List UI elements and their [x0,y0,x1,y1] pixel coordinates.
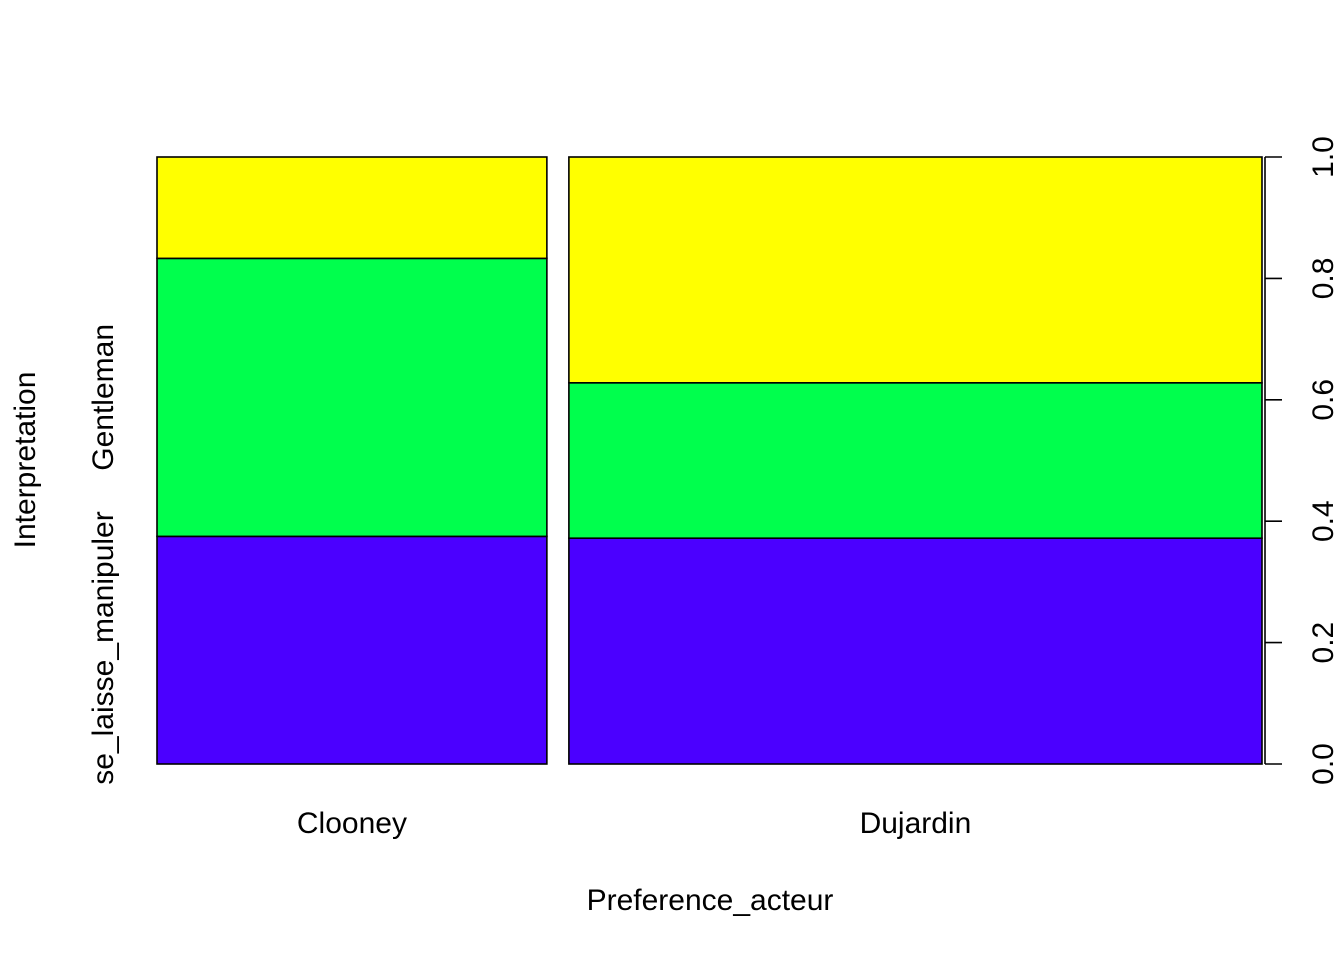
segment-dujardin-1 [568,537,1263,765]
category-label-dujardin: Dujardin [860,807,972,840]
y-tick-label: 0.4 [1307,500,1340,542]
segment-dujardin-3 [568,156,1263,384]
y-tick-label: 0.6 [1307,379,1340,421]
chart-segments [156,156,1263,765]
y-axis-title: Interpretation [9,372,42,549]
category-label-clooney: Clooney [297,807,407,840]
segment-clooney-1 [156,535,548,765]
level-labels: se_laisse_manipuler Gentleman [87,324,120,785]
segment-dujardin-2 [568,382,1263,539]
y-tick-label: 0.2 [1307,622,1340,664]
y-tick-label: 0.0 [1307,743,1340,785]
y-tick-label: 1.0 [1307,136,1340,178]
x-axis-title: Preference_acteur [587,884,834,917]
segment-clooney-2 [156,257,548,538]
level-label-1: se_laisse_manipuler [87,511,120,785]
right-y-axis: 0.0 0.2 0.4 0.6 0.8 1.0 [1264,136,1340,785]
level-label-2: Gentleman [87,324,120,471]
segment-clooney-3 [156,156,548,260]
y-tick-label: 0.8 [1307,258,1340,300]
category-labels: Clooney Dujardin [297,807,971,840]
